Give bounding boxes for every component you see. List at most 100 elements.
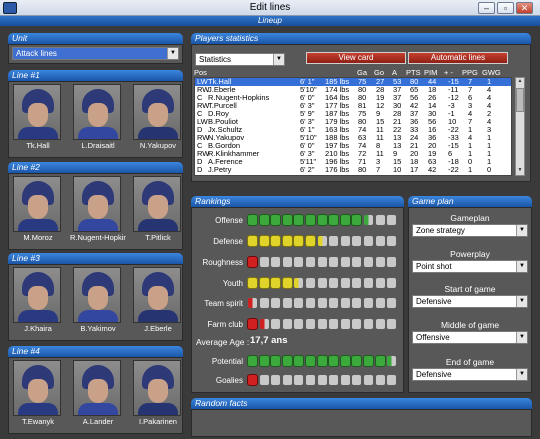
player-card[interactable]: Tk.Hall [10, 84, 66, 154]
ranking-cell [386, 235, 398, 247]
ranking-cell [351, 277, 363, 289]
player-photo [13, 176, 61, 232]
table-cell: 1 [487, 77, 492, 86]
table-row[interactable]: RW N.Yakupov 5'10" 188 lbs 63 11 13 24 36 -33 4 1 [195, 134, 511, 142]
table-column-header[interactable]: PIM [424, 68, 438, 77]
ranking-cell [374, 235, 386, 247]
table-cell: 20 [410, 149, 419, 158]
scroll-up-icon[interactable]: ▲ [517, 78, 523, 84]
table-cell: 18 [428, 85, 437, 94]
table-cell: 44 [428, 77, 437, 86]
player-card[interactable]: M.Moroz [10, 176, 66, 246]
table-cell: 26 [428, 93, 437, 102]
ranking-cell [351, 214, 363, 226]
table-row[interactable]: D Jx.Schultz 6' 1" 163 lbs 74 11 22 33 16 -22 1 3 [195, 126, 511, 134]
title-bar: Edit lines – ▫ ✕ [0, 0, 540, 16]
view-card-button[interactable]: View card [306, 52, 406, 64]
player-photo [133, 360, 181, 416]
table-column-header[interactable]: + - [444, 68, 453, 77]
player-card[interactable]: J.Khaira [10, 267, 66, 337]
player-card[interactable]: N.Yakupov [130, 84, 186, 154]
player-card[interactable]: B.Yakimov [70, 267, 126, 337]
line-header[interactable]: Line #2 [8, 162, 183, 173]
table-cell: 15 [376, 117, 385, 126]
table-column-header[interactable]: A [392, 68, 398, 77]
player-card[interactable]: I.Pakarinen [130, 360, 186, 430]
table-cell: 19 [428, 149, 437, 158]
table-cell: -18 [448, 157, 459, 166]
table-cell: 6' 2" [300, 165, 315, 174]
ranking-cell [374, 318, 386, 330]
table-column-header[interactable]: PPG [462, 68, 478, 77]
table-cell: 80 [410, 77, 419, 86]
table-row[interactable]: RW T.Purcell 6' 3" 177 lbs 81 12 30 42 14 -3 3 4 [195, 102, 511, 110]
player-name: Tk.Hall [26, 141, 50, 150]
table-cell: 14 [428, 101, 437, 110]
table-column-header[interactable]: Go [374, 68, 385, 77]
gameplan-select[interactable]: Point shot ▼ [412, 260, 528, 273]
table-column-header[interactable]: GWG [482, 68, 501, 77]
minimize-button[interactable]: – [478, 2, 495, 14]
table-cell: 7 [468, 77, 473, 86]
table-row[interactable]: C R.Nugent-Hopkins 6' 0" 164 lbs 80 19 37 56 26 -… [195, 94, 511, 102]
maximize-button[interactable]: ▫ [497, 2, 514, 14]
table-cell: 36 [428, 133, 437, 142]
table-cell: 10 [448, 117, 457, 126]
gameplan-select[interactable]: Defensive ▼ [412, 295, 528, 308]
ranking-cell [270, 256, 282, 268]
ranking-cell [351, 235, 363, 247]
table-cell: 174 lbs [325, 85, 350, 94]
ranking-cell [386, 297, 398, 309]
table-cell: B.Gordon [208, 141, 241, 150]
table-row[interactable]: LW Tk.Hall 6' 1" 185 lbs 75 27 53 80 44 -15 7 1 [195, 78, 511, 86]
player-card[interactable]: T.Ewanyk [10, 360, 66, 430]
table-column-header[interactable]: PTS [406, 68, 421, 77]
table-row[interactable]: LW B.Pouliot 6' 3" 179 lbs 80 15 21 36 56 10 7 4 [195, 118, 511, 126]
table-cell: -15 [448, 77, 459, 86]
ranking-cell [258, 355, 270, 367]
line-header[interactable]: Line #4 [8, 346, 183, 357]
player-card[interactable]: J.Eberle [130, 267, 186, 337]
table-cell: 6' 1" [300, 77, 315, 86]
table-cell: 11 [376, 125, 384, 134]
table-row[interactable]: C B.Gordon 6' 0" 197 lbs 74 8 13 21 20 -15 1 1 [195, 142, 511, 150]
table-cell: 164 lbs [325, 93, 350, 102]
ranking-cell [281, 355, 293, 367]
table-cell: 197 lbs [325, 141, 350, 150]
table-row[interactable]: RW R.Klinkhammer 6' 3" 210 lbs 72 11 9 20 19 6 1 1 [195, 150, 511, 158]
table-cell: 28 [393, 109, 402, 118]
ranking-bar [247, 374, 399, 386]
table-column-header[interactable]: Pos [194, 68, 207, 77]
table-cell: 4 [468, 109, 473, 118]
table-cell: 210 lbs [325, 149, 350, 158]
table-row[interactable]: D J.Petry 6' 2" 176 lbs 80 7 10 17 42 -22 1 0 [195, 166, 511, 174]
table-cell: J.Petry [208, 165, 232, 174]
line-header[interactable]: Line #3 [8, 253, 183, 264]
average-age-value: 17,7 ans [250, 335, 288, 346]
line-header[interactable]: Line #1 [8, 70, 183, 81]
table-cell: 4 [487, 101, 492, 110]
gameplan-select[interactable]: Offensive ▼ [412, 331, 528, 344]
table-cell: 3 [376, 157, 381, 166]
table-row[interactable]: D A.Ference 5'11" 196 lbs 71 3 15 18 63 -18 0 1 [195, 158, 511, 166]
table-row[interactable]: C D.Roy 5' 9" 187 lbs 75 9 28 37 30 -1 4 2 [195, 110, 511, 118]
close-button[interactable]: ✕ [516, 2, 533, 14]
table-column-header[interactable]: Ga [357, 68, 368, 77]
scroll-thumb[interactable] [516, 88, 524, 112]
player-card[interactable]: A.Lander [70, 360, 126, 430]
player-card[interactable]: T.Pitlick [130, 176, 186, 246]
table-row[interactable]: RW J.Eberle 5'10" 174 lbs 80 28 37 65 18 -11 7 4 [195, 86, 511, 94]
stats-select[interactable]: Statistics ▼ [195, 53, 285, 66]
ranking-cell [293, 214, 305, 226]
scroll-down-icon[interactable]: ▼ [517, 167, 523, 173]
automatic-lines-button[interactable]: Automatic lines [408, 52, 508, 64]
player-name: A.Lander [82, 417, 114, 426]
gameplan-select[interactable]: Defensive ▼ [412, 368, 528, 381]
gameplan-select[interactable]: Zone strategy ▼ [412, 224, 528, 237]
stats-scrollbar[interactable]: ▲ ▼ [515, 77, 525, 176]
player-card[interactable]: L.Draisaitl [70, 84, 126, 154]
table-cell: 13 [393, 141, 402, 150]
unit-select[interactable]: Attack lines ▼ [12, 47, 179, 60]
player-card[interactable]: R.Nugent-Hopkins [70, 176, 126, 246]
player-photo [73, 267, 121, 323]
